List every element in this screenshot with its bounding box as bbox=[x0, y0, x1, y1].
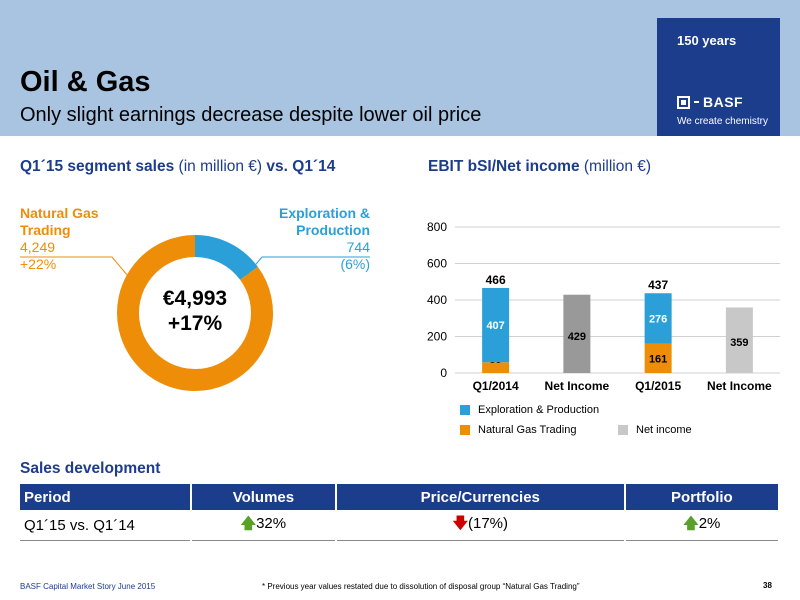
legend-ni-label: Net income bbox=[636, 424, 692, 436]
legend-ng-swatch bbox=[460, 425, 470, 435]
sales-title-normal: (in million €) bbox=[174, 158, 267, 175]
y-tick-label: 200 bbox=[427, 330, 447, 344]
table-header-row: Period Volumes Price/Currencies Portfoli… bbox=[20, 484, 778, 510]
x-tick-label: Net Income bbox=[545, 379, 610, 393]
logo-text: BASF bbox=[703, 94, 744, 110]
sales-donut-chart bbox=[117, 235, 273, 391]
price-value: (17%) bbox=[467, 514, 508, 532]
bar-value-label: 276 bbox=[649, 313, 667, 325]
y-tick-label: 600 bbox=[427, 257, 447, 271]
footer-source: BASF Capital Market Story June 2015 bbox=[20, 582, 156, 591]
bar-segment bbox=[644, 343, 672, 373]
brand-box: 150 years BASF We create chemistry bbox=[657, 18, 780, 136]
th-portfolio: Portfolio bbox=[625, 484, 778, 510]
table-row: Q1´15 vs. Q1´14 🡅32% 🡇(17%) 🡅2% bbox=[20, 510, 778, 541]
legend-ng: Natural Gas Trading bbox=[460, 424, 576, 436]
bar-segment bbox=[482, 362, 510, 373]
sales-title-bold2: vs. Q1´14 bbox=[266, 158, 336, 175]
ng-label: Natural Gas Trading bbox=[20, 205, 99, 238]
footer-note: * Previous year values restated due to d… bbox=[262, 582, 580, 591]
bar-segment bbox=[644, 293, 672, 344]
page-number: 38 bbox=[763, 581, 772, 590]
legend-ni-swatch bbox=[618, 425, 628, 435]
ebit-title-normal: (million €) bbox=[579, 158, 652, 175]
donut-slice-exploration-production bbox=[194, 235, 258, 281]
bar-total-label: 437 bbox=[648, 278, 668, 292]
bar-segment bbox=[482, 287, 510, 363]
x-tick-label: Net Income bbox=[707, 379, 772, 393]
bar-segment bbox=[725, 307, 753, 373]
cell-volumes: 🡅32% bbox=[191, 510, 335, 541]
y-tick-label: 0 bbox=[440, 366, 447, 380]
x-tick-label: Q1/2015 bbox=[635, 379, 681, 393]
portfolio-value: 2% bbox=[698, 514, 721, 532]
donut-slice-natural-gas-trading bbox=[117, 235, 273, 391]
sales-title-bold: Q1´15 segment sales bbox=[20, 158, 175, 175]
donut-change: +17% bbox=[167, 312, 223, 335]
th-period: Period bbox=[20, 484, 190, 510]
sales-section-title: Q1´15 segment sales (in million €) vs. Q… bbox=[20, 158, 335, 176]
legend-ep-label: Exploration & Production bbox=[478, 404, 600, 416]
cell-period: Q1´15 vs. Q1´14 bbox=[20, 510, 190, 541]
cell-price: 🡇(17%) bbox=[336, 510, 624, 541]
sales-dev-table: Period Volumes Price/Currencies Portfoli… bbox=[18, 484, 780, 541]
y-tick-label: 400 bbox=[427, 293, 447, 307]
logo-dash-icon bbox=[694, 101, 699, 103]
bar-value-label: 359 bbox=[730, 337, 748, 349]
donut-center-label: €4,993 +17% bbox=[140, 286, 250, 336]
bar-value-label: 161 bbox=[649, 353, 667, 365]
th-volumes: Volumes bbox=[191, 484, 335, 510]
legend-ep: Exploration & Production bbox=[460, 404, 599, 416]
ebit-title-bold: EBIT bSI/Net income bbox=[428, 158, 580, 175]
legend-ng-label: Natural Gas Trading bbox=[478, 424, 577, 436]
page-subtitle: Only slight earnings decrease despite lo… bbox=[20, 104, 482, 126]
legend-ni: Net income bbox=[618, 424, 692, 436]
years-badge: 150 years bbox=[677, 33, 737, 48]
logo-square-icon bbox=[677, 95, 690, 109]
bar-value-label: 429 bbox=[568, 331, 586, 343]
bar-segment bbox=[563, 294, 591, 373]
cell-portfolio: 🡅2% bbox=[625, 510, 778, 541]
legend-ep-swatch bbox=[460, 405, 470, 415]
ng-value: 4,249 bbox=[20, 239, 56, 255]
volumes-value: 32% bbox=[256, 514, 287, 532]
arrow-up-icon: 🡅 bbox=[683, 514, 699, 532]
ep-label: Exploration & Production bbox=[278, 205, 370, 238]
arrow-down-icon: 🡇 bbox=[452, 514, 468, 532]
ebit-section-title: EBIT bSI/Net income (million €) bbox=[428, 158, 651, 176]
y-tick-label: 800 bbox=[427, 220, 447, 234]
bar-value-label: 407 bbox=[486, 320, 504, 332]
th-price: Price/Currencies bbox=[336, 484, 624, 510]
ep-value: 744 bbox=[346, 239, 370, 255]
page-title: Oil & Gas bbox=[20, 66, 151, 98]
bar-total-label: 466 bbox=[486, 273, 506, 287]
tagline: We create chemistry bbox=[677, 116, 768, 127]
sales-dev-title: Sales development bbox=[20, 460, 161, 477]
header-band: Oil & Gas Only slight earnings decrease … bbox=[0, 0, 800, 136]
x-tick-label: Q1/2014 bbox=[473, 379, 519, 393]
basf-logo: BASF bbox=[677, 94, 743, 110]
arrow-up-icon: 🡅 bbox=[240, 514, 257, 532]
donut-total: €4,993 bbox=[162, 287, 228, 310]
